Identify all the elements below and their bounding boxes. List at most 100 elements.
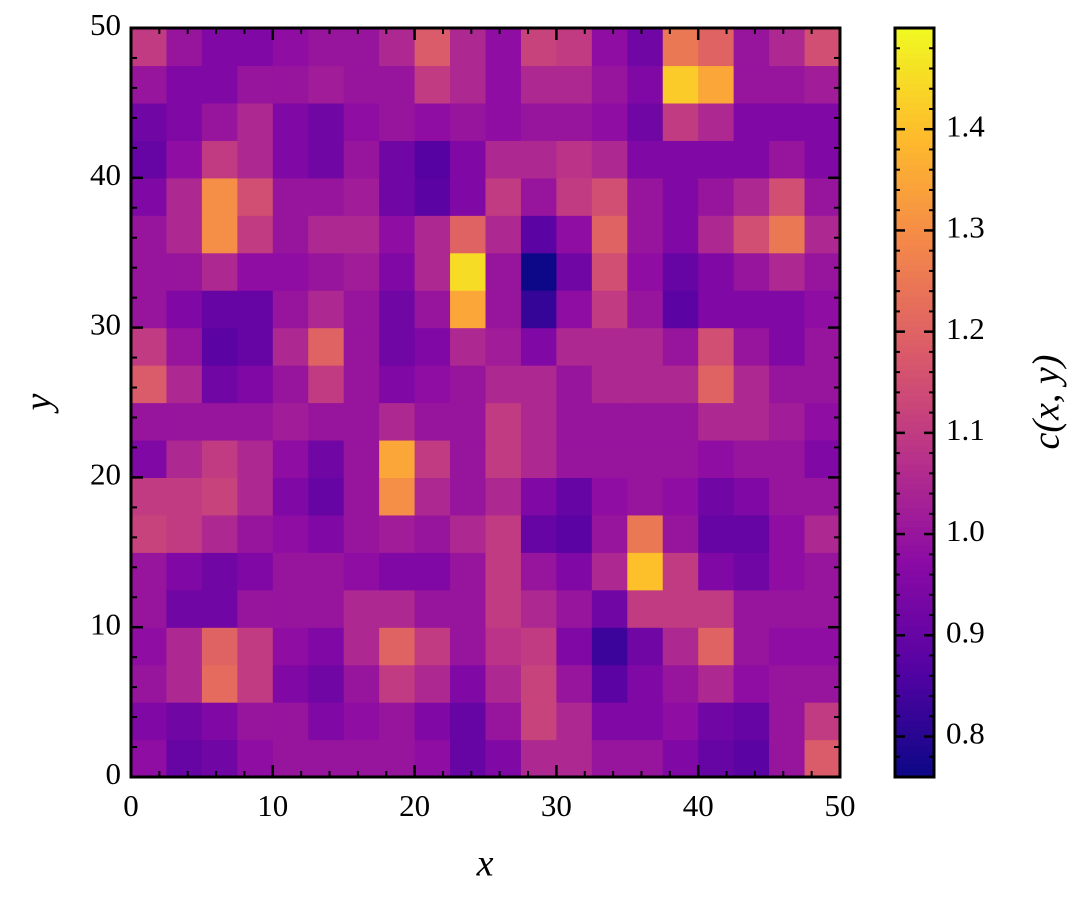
heatmap-cell <box>272 177 309 216</box>
colorbar-tick-label: 1.4 <box>946 108 985 143</box>
colorbar-band <box>895 589 934 597</box>
heatmap-cell <box>662 439 699 478</box>
colorbar-band <box>895 502 934 510</box>
heatmap-cell <box>379 402 416 441</box>
heatmap-cell <box>733 365 770 404</box>
heatmap-cell <box>201 252 238 291</box>
heatmap-cell <box>556 177 593 216</box>
heatmap-cell <box>733 327 770 366</box>
heatmap-cell <box>414 514 451 553</box>
heatmap-cell <box>166 589 203 628</box>
colorbar-band <box>895 471 934 478</box>
heatmap-cell <box>698 664 735 703</box>
colorbar-band <box>895 84 934 92</box>
heatmap-cell <box>237 365 274 404</box>
heatmap-cell <box>237 215 274 254</box>
colorbar-band <box>895 258 934 266</box>
heatmap-cell <box>520 439 557 478</box>
colorbar-band <box>895 109 934 116</box>
heatmap-cell <box>769 290 806 329</box>
y-tick-label: 0 <box>106 756 122 791</box>
heatmap-cell <box>166 439 203 478</box>
heatmap-cell <box>237 140 274 179</box>
heatmap-cell <box>414 702 451 741</box>
heatmap-cell <box>804 252 841 291</box>
heatmap-cell <box>131 627 168 666</box>
colorbar-band <box>895 427 934 435</box>
heatmap-cell <box>343 739 380 778</box>
heatmap-cell <box>272 439 309 478</box>
heatmap-cell <box>662 102 699 141</box>
colorbar-band <box>895 527 934 535</box>
heatmap-cell <box>308 215 345 254</box>
heatmap-cell <box>485 739 522 778</box>
heatmap-cell <box>379 589 416 628</box>
x-tick-label: 20 <box>399 788 430 823</box>
heatmap-cell <box>308 327 345 366</box>
heatmap-cell <box>733 664 770 703</box>
heatmap-cell <box>379 28 416 67</box>
heatmap-cell <box>698 365 735 404</box>
heatmap-cell <box>769 739 806 778</box>
heatmap-cell <box>698 290 735 329</box>
colorbar-tick-label: 1.1 <box>946 412 985 447</box>
colorbar-band <box>895 134 934 141</box>
colorbar-band <box>895 302 934 310</box>
heatmap-cell <box>237 514 274 553</box>
heatmap-cell <box>804 140 841 179</box>
heatmap-cell <box>308 365 345 404</box>
heatmap-cell <box>343 702 380 741</box>
colorbar-band <box>895 758 934 766</box>
colorbar-band <box>895 658 934 666</box>
colorbar-band <box>895 764 934 772</box>
colorbar-band <box>895 708 934 716</box>
heatmap-cell <box>237 439 274 478</box>
heatmap-cell <box>662 627 699 666</box>
heatmap-cell <box>308 140 345 179</box>
heatmap-cell <box>591 327 628 366</box>
y-tick-label: 30 <box>90 307 121 342</box>
heatmap-cell <box>698 402 735 441</box>
heatmap-cell <box>769 702 806 741</box>
heatmap-cell <box>308 402 345 441</box>
heatmap-cell <box>662 514 699 553</box>
colorbar-band <box>895 739 934 747</box>
colorbar-band <box>895 614 934 622</box>
heatmap-cell <box>414 65 451 104</box>
heatmap-cell <box>131 102 168 141</box>
heatmap-cell <box>769 215 806 254</box>
heatmap-cell <box>769 627 806 666</box>
heatmap-cell <box>343 28 380 67</box>
colorbar-band <box>895 464 934 472</box>
heatmap-cell <box>201 215 238 254</box>
heatmap-cell <box>485 589 522 628</box>
colorbar-band <box>895 333 934 341</box>
heatmap-cell <box>272 477 309 516</box>
heatmap-cell <box>591 290 628 329</box>
heatmap-cell <box>131 65 168 104</box>
heatmap-cell <box>520 215 557 254</box>
heatmap-cell <box>166 65 203 104</box>
heatmap-cell <box>733 177 770 216</box>
heatmap-cell <box>450 215 487 254</box>
heatmap-cell <box>450 252 487 291</box>
heatmap-cell <box>662 477 699 516</box>
colorbar-band <box>895 670 934 678</box>
heatmap-cell <box>662 552 699 591</box>
heatmap-cell <box>450 514 487 553</box>
heatmap-cell <box>698 627 735 666</box>
heatmap-cell <box>804 664 841 703</box>
colorbar-tick-label: 1.3 <box>946 210 985 245</box>
colorbar-band <box>895 702 934 709</box>
colorbar-band <box>895 371 934 379</box>
colorbar-band <box>895 433 934 441</box>
colorbar-band <box>895 664 934 672</box>
heatmap-cell <box>237 102 274 141</box>
heatmap-cell <box>627 102 664 141</box>
colorbar-band <box>895 677 934 684</box>
heatmap-cell <box>131 140 168 179</box>
heatmap-cell <box>769 552 806 591</box>
colorbar-band <box>895 290 934 297</box>
colorbar-band <box>895 458 934 466</box>
colorbar-tick-label: 0.9 <box>946 614 985 649</box>
